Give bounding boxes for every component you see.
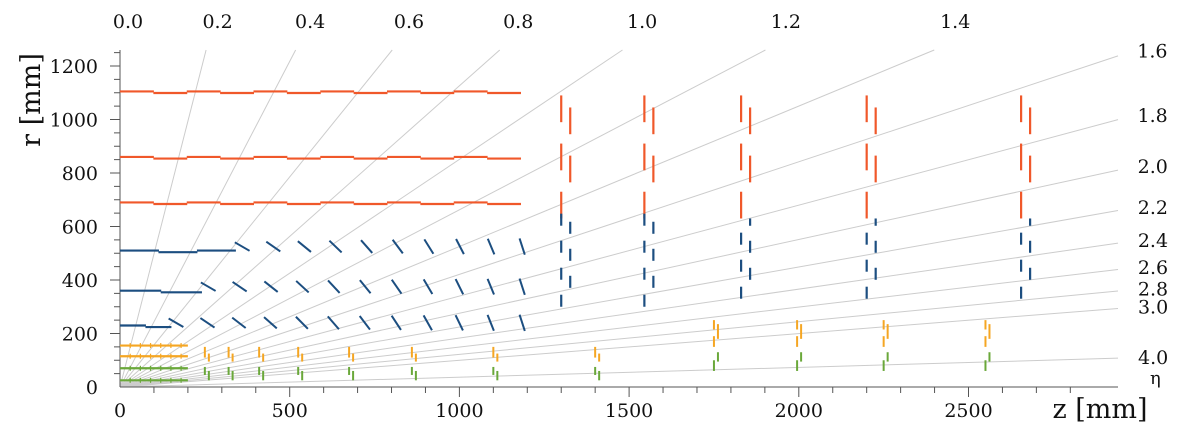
strip-tilted-module — [390, 279, 403, 295]
eta-symbol-label: η — [1150, 368, 1161, 389]
eta-tick-label: 2.0 — [1138, 156, 1168, 178]
strip-tilted-module — [518, 278, 526, 296]
strip-tilted-module — [232, 281, 248, 293]
eta-tick-label: 2.4 — [1138, 230, 1168, 252]
strip-tilted-module — [200, 281, 217, 292]
strip-tilted-module — [234, 241, 251, 252]
strip-tilted-module — [295, 316, 309, 330]
strip-tilted-module — [455, 238, 465, 255]
eta-tick-label: 0.4 — [295, 11, 325, 33]
x-tick-label: 2000 — [775, 400, 823, 422]
y-tick-label: 0 — [86, 377, 98, 399]
eta-labels: 0.0 0.2 0.4 0.6 0.8 1.0 1.2 1.4 1.6 1.8 2.0 2.2 2.4 2… — [113, 11, 1168, 369]
strip-tilted-module — [360, 239, 373, 254]
eta-tick-label: 2.8 — [1138, 279, 1168, 301]
y-tick-label: 800 — [62, 163, 98, 185]
strip-tilted-module — [422, 314, 433, 331]
x-axis-title: z [mm] — [1052, 394, 1147, 425]
eta-tick-label: 0.0 — [113, 11, 143, 33]
strip-tilted-module — [486, 278, 495, 295]
strip-tilted-module — [295, 280, 310, 294]
strip-tilted-module — [231, 316, 247, 329]
eta-tick-label: 0.6 — [394, 11, 424, 33]
eta-line — [119, 357, 1119, 388]
y-tick-label: 1000 — [50, 110, 98, 132]
eta-line — [119, 290, 1119, 388]
eta-line — [119, 210, 1119, 388]
eta-line — [119, 307, 1119, 388]
strip-tilted-module — [358, 315, 371, 331]
eta-line — [119, 49, 623, 388]
x-tick-label: 500 — [272, 400, 308, 422]
eta-tick-label: 1.0 — [627, 11, 657, 33]
strip-tilted-module — [518, 238, 526, 255]
x-tick-label: 1000 — [435, 400, 483, 422]
strip-tilted-module — [328, 239, 343, 254]
strip-tilted-module — [265, 240, 281, 253]
eta-tick-label: 0.2 — [202, 11, 232, 33]
eta-tick-label: 2.6 — [1138, 257, 1168, 279]
strip-tilted-module — [168, 317, 184, 328]
strip-tilted-module — [423, 238, 435, 255]
strip-tilted-module — [199, 317, 216, 329]
x-tick-label: 0 — [114, 400, 126, 422]
strip-tilted-module — [327, 315, 340, 330]
eta-tick-label: 1.4 — [940, 11, 970, 33]
strip-tilted-module — [422, 278, 434, 295]
strip-tilted-module — [486, 238, 496, 255]
eta-line — [119, 242, 1119, 388]
eta-line — [119, 269, 1119, 388]
strip-tilted-module — [297, 240, 312, 253]
eta-tick-label: 2.2 — [1138, 197, 1168, 219]
eta-tick-label: 0.8 — [503, 11, 533, 33]
strip-tilted-module — [327, 279, 341, 294]
y-tick-label: 200 — [62, 324, 98, 346]
x-tick-label: 1500 — [605, 400, 653, 422]
eta-line — [119, 49, 297, 388]
eta-tick-label: 4.0 — [1138, 347, 1168, 369]
eta-line — [119, 49, 766, 388]
eta-line — [119, 55, 1119, 388]
strip-tilted-module — [359, 279, 372, 294]
x-tick-label: 2500 — [944, 400, 992, 422]
strip-tilted-module — [518, 314, 526, 332]
axes: 0 500 1000 1500 2000 2500 0 200 400 600 800 1000 120… — [50, 50, 1118, 422]
eta-line — [119, 169, 1119, 388]
detector-modules — [120, 90, 1032, 383]
eta-line — [119, 49, 207, 388]
eta-tick-label: 1.6 — [1137, 40, 1167, 62]
y-tick-label: 600 — [62, 217, 98, 239]
strip-tilted-module — [454, 278, 465, 295]
strip-tilted-module — [486, 314, 495, 332]
eta-line — [119, 119, 1119, 388]
eta-tick-label: 3.0 — [1138, 296, 1168, 318]
strip-tilted-module — [390, 315, 402, 331]
eta-tick-label: 1.8 — [1138, 105, 1168, 127]
strip-tilted-module — [454, 314, 464, 331]
eta-tick-label: 1.2 — [771, 11, 801, 33]
y-axis-title: r [mm] — [16, 53, 47, 147]
eta-line — [119, 49, 501, 388]
strip-tilted-module — [263, 280, 279, 293]
eta-lines — [119, 49, 1119, 388]
eta-line — [119, 49, 935, 388]
strip-tilted-module — [391, 239, 404, 254]
strip-tilted-module — [263, 316, 278, 330]
y-tick-label: 400 — [62, 270, 98, 292]
y-tick-label: 1200 — [50, 56, 98, 78]
eta-line — [119, 49, 393, 388]
